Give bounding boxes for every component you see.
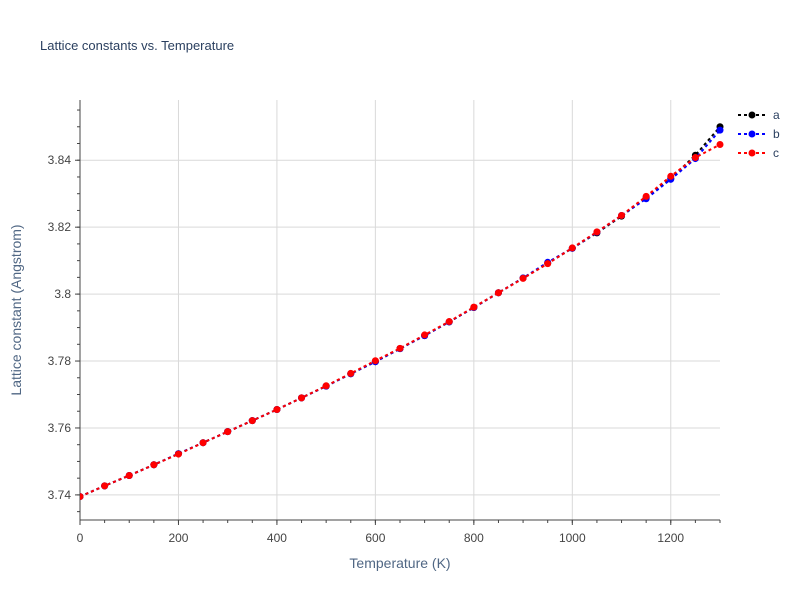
legend-marker (748, 111, 756, 119)
y-tick-label: 3.84 (48, 153, 72, 167)
data-point-c (716, 141, 724, 149)
series-layer (80, 123, 724, 501)
data-point-c (273, 406, 281, 414)
data-point-c (667, 172, 675, 180)
legend-label: b (773, 127, 780, 141)
axes: 0 200 400 600 800 1000 1200 3.74 3.76 3.78 3.8 3.82… (48, 100, 721, 545)
y-tick-label: 3.82 (48, 220, 72, 234)
x-tick-label: 200 (168, 531, 188, 545)
grid (80, 100, 720, 520)
series-b (80, 126, 724, 501)
x-tick-label: 1200 (657, 531, 684, 545)
data-point-c (199, 439, 207, 447)
series-a (80, 123, 724, 501)
data-point-c (371, 357, 379, 365)
legend-item-a[interactable]: a (738, 108, 780, 122)
data-point-c (174, 450, 182, 458)
x-axis-label: Temperature (K) (349, 555, 450, 571)
data-point-c (322, 382, 330, 390)
data-point-b (716, 126, 724, 134)
data-point-c (80, 493, 84, 501)
x-tick-label: 1000 (559, 531, 586, 545)
data-point-c (470, 303, 478, 311)
data-point-c (519, 274, 527, 282)
data-point-c (593, 228, 601, 236)
legend-marker (748, 149, 756, 157)
data-point-c (347, 369, 355, 377)
legend-item-b[interactable]: b (738, 127, 780, 141)
data-point-c (298, 394, 306, 402)
y-tick-label: 3.76 (48, 421, 72, 435)
series-c (80, 141, 724, 501)
data-point-c (691, 154, 699, 162)
data-point-c (224, 428, 232, 436)
series-line-a (80, 126, 721, 498)
data-point-c (568, 244, 576, 252)
data-point-c (494, 289, 502, 297)
chart-title: Lattice constants vs. Temperature (40, 38, 234, 53)
x-tick-label: 600 (365, 531, 385, 545)
x-tick-label: 800 (464, 531, 484, 545)
legend-marker (748, 130, 756, 138)
legend-label: c (773, 146, 779, 160)
y-tick-label: 3.78 (48, 354, 72, 368)
x-tick-label: 0 (77, 531, 84, 545)
data-point-c (396, 344, 404, 352)
data-point-c (125, 471, 133, 479)
y-tick-label: 3.74 (48, 488, 72, 502)
x-tick-label: 400 (267, 531, 287, 545)
series-line-c (80, 143, 721, 498)
y-axis-label: Lattice constant (Angstrom) (8, 224, 24, 395)
series-line-b (80, 129, 721, 498)
data-point-c (421, 331, 429, 339)
data-point-c (544, 260, 552, 268)
data-point-c (248, 417, 256, 425)
data-point-c (150, 461, 158, 469)
legend[interactable]: abc (738, 108, 780, 160)
data-point-c (642, 192, 650, 200)
y-tick-label: 3.8 (54, 287, 71, 301)
data-point-c (445, 318, 453, 326)
legend-item-c[interactable]: c (738, 146, 779, 160)
legend-label: a (773, 108, 780, 122)
data-point-c (101, 482, 109, 490)
data-point-c (618, 211, 626, 219)
